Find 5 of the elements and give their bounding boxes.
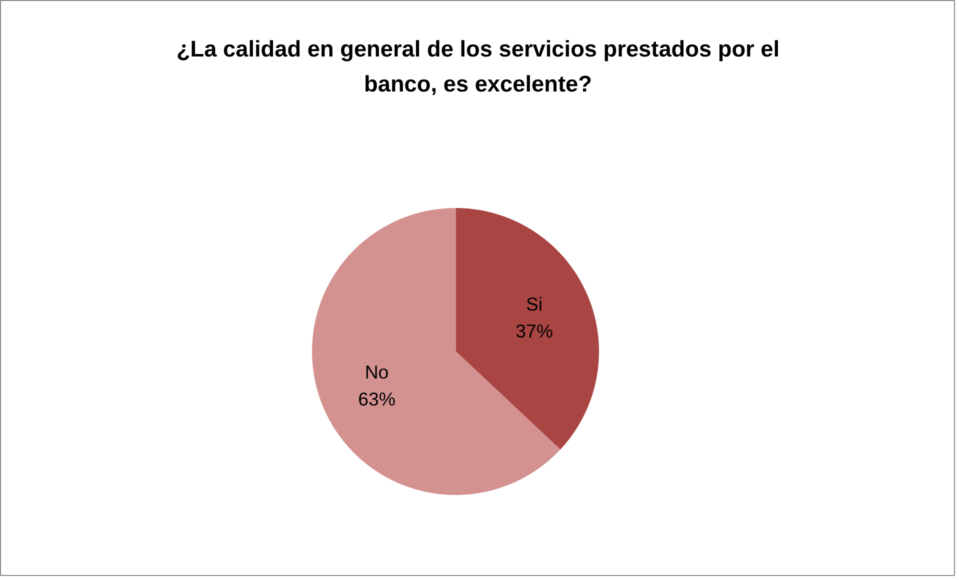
slice-label: No [364,361,389,382]
slice-label: Si [526,293,543,314]
data-label: 63% [358,388,396,410]
chart-title: ¿La calidad en general de los servicios prestados por el banco, es excelente? [176,36,780,97]
data-label: 37% [516,320,553,342]
